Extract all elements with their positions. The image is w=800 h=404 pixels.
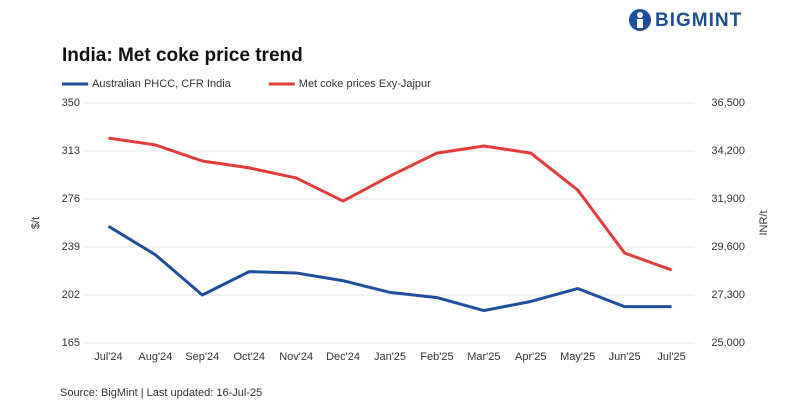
brand: BIGMINT [655, 10, 742, 31]
x-tick-label: Jan'25 [374, 351, 406, 363]
x-tick-label: Mar'25 [467, 351, 500, 363]
series-line [107, 224, 672, 313]
y2-tick-label: 31,900 [711, 193, 745, 205]
x-tick-label: Feb'25 [420, 351, 453, 363]
y-axis-label: $/t [30, 217, 42, 229]
y2-axis-label: INR/t [758, 210, 770, 235]
y2-tick-label: 27,300 [711, 289, 745, 301]
x-tick-label: Dec'24 [326, 351, 360, 363]
y-tick-label: 276 [62, 193, 80, 205]
x-tick-label: Jul'24 [94, 351, 122, 363]
x-tick-label: Nov'24 [279, 351, 313, 363]
source: Source: BigMint | Last updated: 16-Jul-2… [60, 387, 262, 399]
y-tick-label: 202 [62, 289, 80, 301]
y-tick-label: 165 [62, 337, 80, 349]
x-tick-label: Jun'25 [609, 351, 641, 363]
x-tick-label: Aug'24 [138, 351, 172, 363]
y2-tick-label: 34,200 [711, 145, 745, 157]
y-tick-label: 239 [62, 241, 80, 253]
logo [629, 9, 651, 31]
y-tick-label: 350 [62, 97, 80, 109]
series-line [108, 136, 673, 272]
chart-title: India: Met coke price trend [62, 45, 303, 66]
y-tick-label: 313 [62, 145, 80, 157]
x-tick-label: Jul'25 [657, 351, 685, 363]
x-tick-label: Apr'25 [515, 351, 546, 363]
legend-label: Australian PHCC, CFR India [92, 78, 232, 90]
y2-tick-label: 25,000 [711, 337, 745, 349]
x-tick-label: May'25 [560, 351, 595, 363]
y2-tick-label: 36,500 [711, 97, 745, 109]
x-tick-label: Sep'24 [185, 351, 219, 363]
x-tick-label: Oct'24 [234, 351, 265, 363]
legend-label: Met coke prices Exy-Jajpur [299, 78, 431, 90]
y2-tick-label: 29,600 [711, 241, 745, 253]
